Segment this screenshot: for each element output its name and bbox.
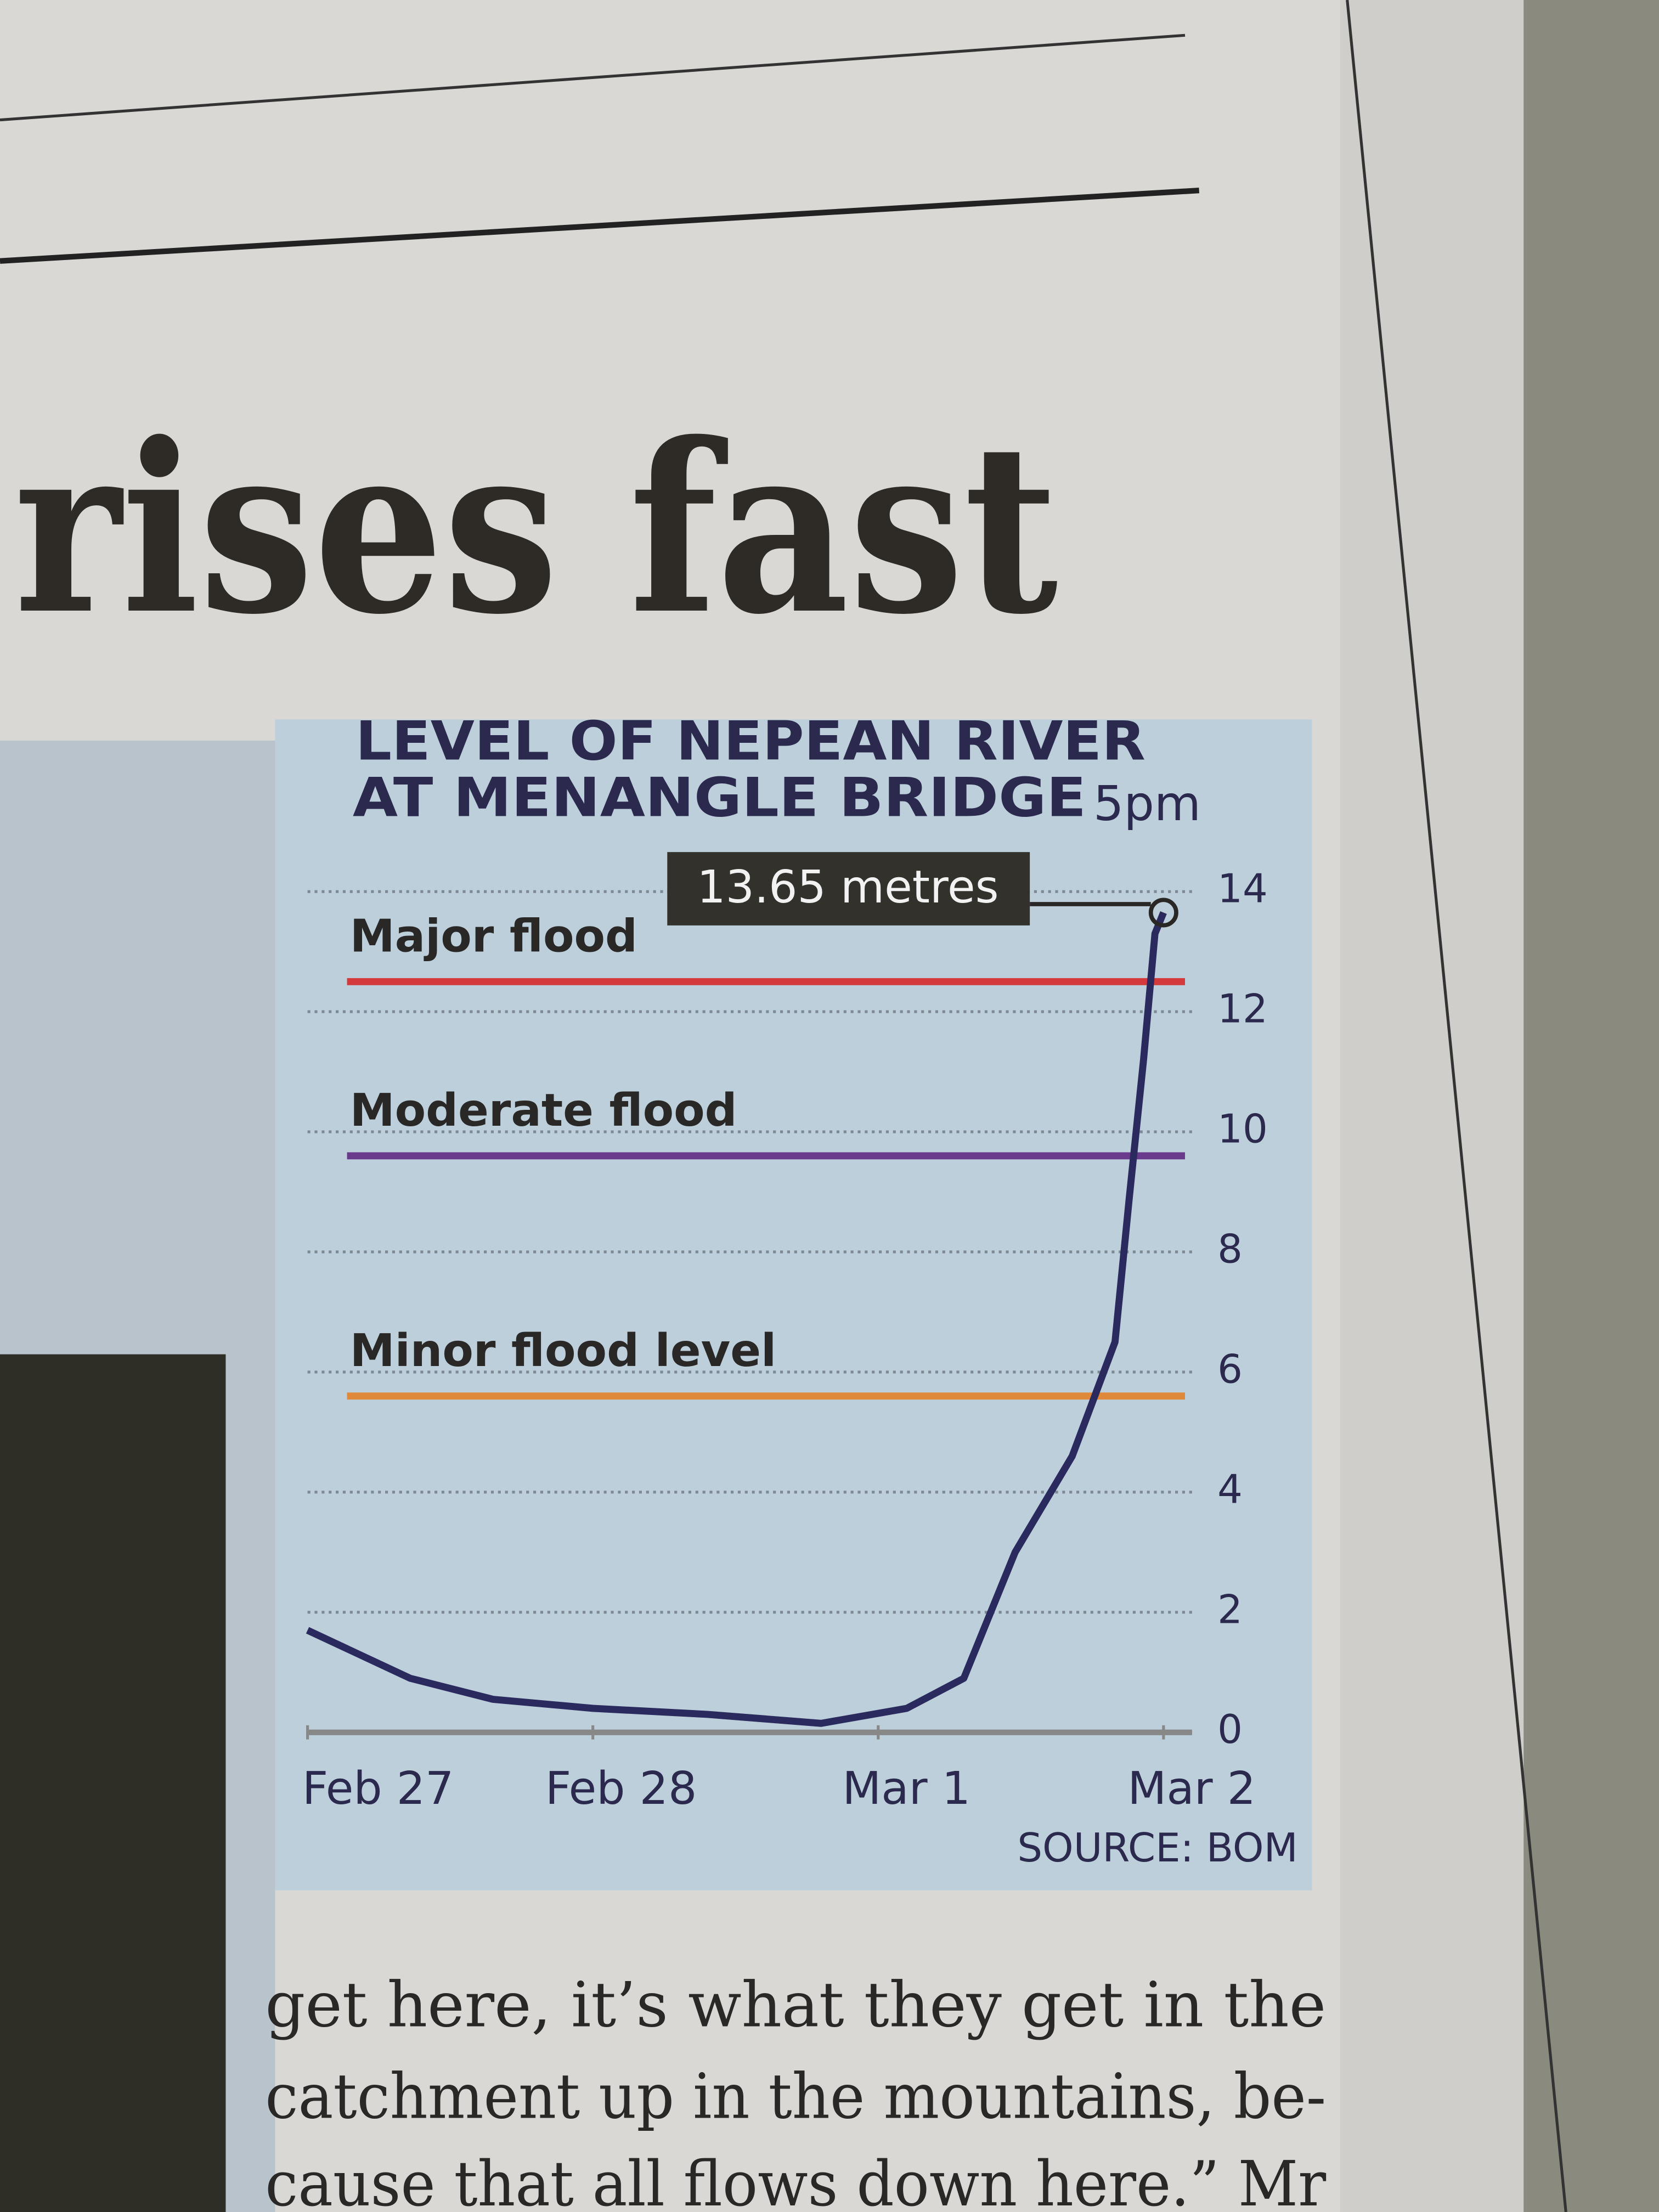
rule: [0, 188, 1200, 264]
x-tick-label: Mar 2: [1127, 1763, 1256, 1815]
annotation-box: [667, 852, 1030, 926]
y-tick-label: 0: [1217, 1706, 1243, 1752]
source: SOURCE: BOM: [1017, 1825, 1297, 1871]
y-tick-label: 8: [1217, 1226, 1243, 1272]
left-photo-trees: [0, 1354, 226, 2212]
chart-subtitle: 5pm: [1093, 776, 1201, 832]
column-rule: [1346, 0, 1567, 2212]
flood-level-label: Moderate flood: [350, 1085, 737, 1137]
body-text: get here, it’s what they get in the: [265, 1968, 1326, 2041]
annotation: 13.65 metres: [697, 861, 998, 913]
peak-marker: [1148, 898, 1178, 928]
chart-title: AT MENANGLE BRIDGE: [353, 766, 1086, 829]
right-column: [1340, 0, 1524, 2212]
body-text: catchment up in the mountains, be-: [265, 2060, 1326, 2132]
x-tick-label: Feb 28: [545, 1763, 697, 1815]
chart-title: LEVEL OF NEPEAN RIVER: [356, 710, 1146, 773]
data-line: [306, 911, 1167, 1727]
x-tick-label: Mar 1: [842, 1763, 970, 1815]
x-tick-label: Feb 27: [302, 1763, 454, 1815]
y-tick-label: 6: [1217, 1346, 1243, 1392]
y-tick-label: 10: [1217, 1106, 1268, 1152]
rule: [0, 33, 1186, 122]
flood-level-label: Major flood: [350, 911, 637, 963]
y-tick-label: 4: [1217, 1466, 1243, 1512]
right-photo: [1523, 0, 1659, 2212]
body-text: cause that all flows down here.” Mr: [265, 2148, 1327, 2212]
y-tick-label: 14: [1217, 866, 1268, 912]
y-tick-label: 2: [1217, 1586, 1243, 1632]
flood-level-label: Minor flood level: [350, 1325, 777, 1377]
headline: rises fast: [14, 393, 1059, 666]
y-tick-label: 12: [1217, 986, 1268, 1032]
